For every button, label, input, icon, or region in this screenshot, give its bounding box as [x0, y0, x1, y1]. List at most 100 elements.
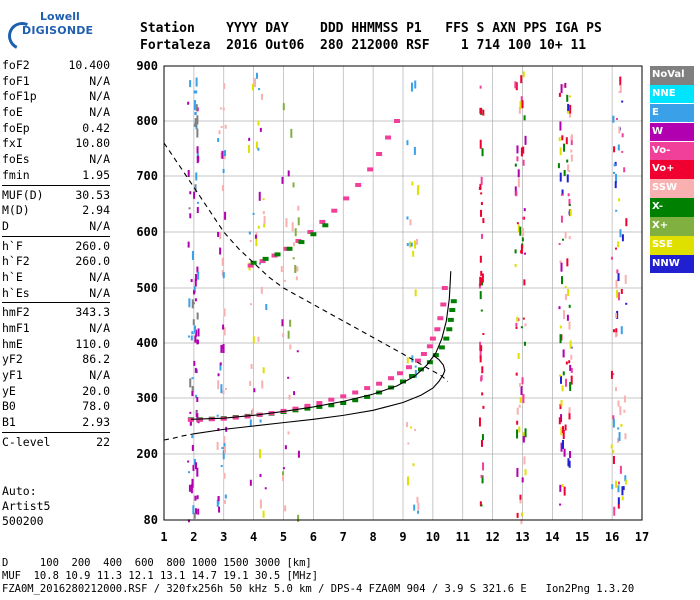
- noise-echo: [570, 149, 573, 153]
- noise-echo: [480, 192, 483, 195]
- noise-echo: [412, 250, 415, 257]
- x-tick-label: 2: [190, 530, 197, 544]
- noise-echo: [416, 496, 419, 503]
- noise-echo: [616, 289, 619, 298]
- y-tick-label: 800: [136, 114, 158, 128]
- noise-echo: [568, 203, 571, 206]
- noise-echo: [219, 232, 222, 240]
- param-value: N/A: [89, 368, 110, 383]
- y-tick-label: 500: [136, 281, 158, 295]
- noise-echo: [264, 487, 267, 490]
- noise-echo: [520, 147, 523, 157]
- noise-echo: [414, 289, 417, 297]
- noise-echo: [193, 90, 196, 94]
- trace-point: [376, 152, 383, 156]
- noise-echo: [217, 231, 220, 237]
- noise-echo: [224, 211, 227, 220]
- noise-echo: [221, 185, 224, 192]
- autoscaling-info: Auto: Artist5 500200: [2, 484, 50, 529]
- noise-echo: [479, 255, 482, 263]
- noise-echo: [570, 367, 573, 373]
- noise-echo: [615, 209, 618, 212]
- noise-echo: [565, 361, 568, 365]
- noise-echo: [515, 372, 518, 376]
- trace-point: [274, 252, 281, 257]
- noise-echo: [219, 247, 222, 255]
- y-tick-label: 200: [136, 447, 158, 461]
- noise-echo: [621, 133, 624, 138]
- noise-echo: [566, 258, 569, 267]
- noise-echo: [563, 448, 566, 457]
- noise-echo: [247, 144, 250, 153]
- trace-point: [316, 404, 323, 409]
- digisonde-logo: Lowell DIGISONDE: [4, 8, 93, 54]
- noise-echo: [192, 505, 195, 515]
- noise-echo: [617, 144, 620, 151]
- noise-echo: [562, 349, 565, 358]
- noise-echo: [414, 428, 417, 431]
- noise-echo: [222, 272, 225, 279]
- noise-echo: [563, 310, 566, 320]
- noise-echo: [195, 104, 198, 112]
- noise-echo: [480, 176, 483, 185]
- legend-item: NNW: [650, 254, 694, 274]
- noise-echo: [612, 415, 615, 420]
- noise-echo: [558, 92, 561, 97]
- noise-echo: [258, 191, 261, 201]
- noise-echo: [622, 486, 625, 491]
- noise-echo: [621, 496, 624, 501]
- noise-echo: [195, 329, 198, 337]
- noise-echo: [516, 145, 519, 154]
- noise-echo: [192, 464, 195, 471]
- noise-echo: [259, 499, 262, 509]
- noise-echo: [616, 310, 619, 319]
- noise-echo: [196, 115, 199, 125]
- noise-echo: [282, 333, 285, 338]
- param-value: N/A: [89, 321, 110, 335]
- param-value: 22: [96, 434, 110, 449]
- noise-echo: [623, 167, 626, 173]
- noise-echo: [522, 146, 525, 154]
- noise-echo: [562, 238, 565, 241]
- param-row: foF1p N/A: [2, 89, 110, 105]
- noise-echo: [257, 120, 260, 126]
- trace-point: [352, 390, 359, 395]
- noise-echo: [517, 353, 520, 360]
- trace-point: [432, 353, 439, 358]
- noise-echo: [558, 417, 561, 425]
- noise-echo: [414, 240, 417, 249]
- noise-echo: [219, 363, 222, 371]
- noise-echo: [620, 326, 623, 335]
- footer-info: D 100 200 400 600 800 1000 1500 3000 [km…: [2, 557, 634, 596]
- noise-echo: [519, 226, 522, 236]
- noise-echo: [263, 223, 266, 228]
- noise-echo: [259, 127, 262, 132]
- trace-point: [417, 367, 424, 372]
- noise-echo: [519, 383, 522, 388]
- noise-echo: [193, 191, 196, 199]
- noise-echo: [479, 291, 482, 300]
- noise-echo: [478, 283, 481, 289]
- noise-echo: [195, 90, 198, 94]
- profile-curve: [190, 271, 452, 420]
- noise-echo: [623, 409, 626, 413]
- trace-point: [446, 327, 453, 332]
- legend-item: NoVal: [650, 66, 694, 85]
- noise-echo: [568, 411, 571, 420]
- trace-point: [244, 414, 251, 419]
- noise-echo: [294, 228, 297, 237]
- noise-echo: [258, 449, 261, 459]
- param-row: yF1 N/A: [2, 368, 110, 384]
- noise-echo: [285, 218, 288, 228]
- noise-echo: [188, 484, 191, 492]
- param-value: N/A: [89, 89, 110, 104]
- trace-point: [352, 398, 359, 403]
- noise-echo: [568, 113, 571, 118]
- auto-label: Auto:: [2, 484, 37, 498]
- x-tick-label: 5: [280, 530, 287, 544]
- noise-echo: [480, 209, 483, 217]
- trace-point: [331, 208, 338, 213]
- noise-echo: [625, 479, 628, 485]
- trace-point: [400, 379, 406, 384]
- noise-echo: [523, 456, 526, 465]
